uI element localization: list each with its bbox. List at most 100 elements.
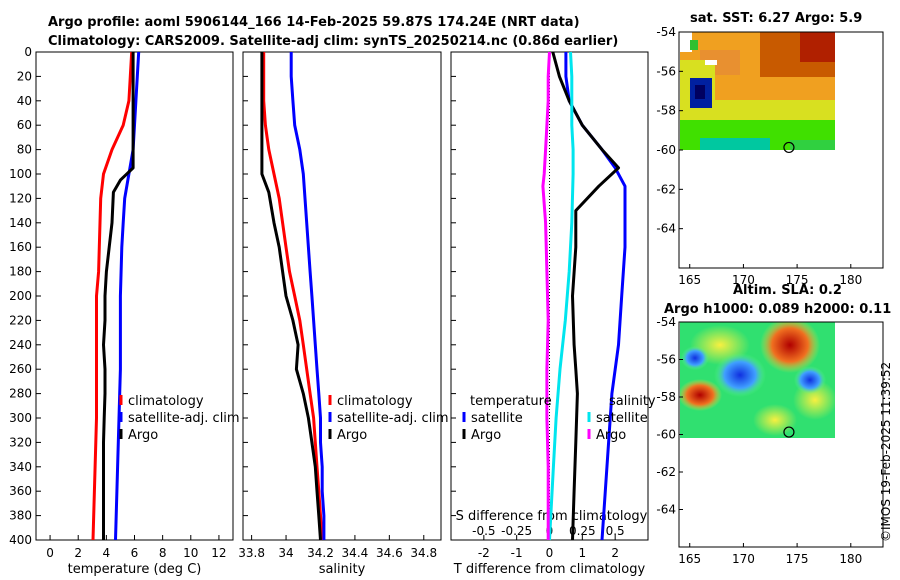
temperature-profile-panel: 0204060801001201401601802002202402602803… bbox=[9, 45, 240, 577]
y-tick-label: 320 bbox=[9, 435, 32, 449]
y-tick-label: 340 bbox=[9, 460, 32, 474]
map-x-tick-label: 170 bbox=[732, 273, 755, 287]
x-tick-label: 12 bbox=[211, 546, 226, 560]
y-tick-label: 100 bbox=[9, 167, 32, 181]
sla-map-axes: -54 -56 -58 -60 -62 -64 165 170 175 180 bbox=[656, 315, 884, 566]
map-y-tick-label: -64 bbox=[656, 503, 676, 517]
y-tick-label: 180 bbox=[9, 265, 32, 279]
series-line-satellite-adj-clim bbox=[289, 52, 326, 540]
map-y-tick-label: -58 bbox=[656, 104, 676, 118]
y-tick-label: 120 bbox=[9, 191, 32, 205]
x-axis-label: T difference from climatology bbox=[453, 562, 646, 577]
x-tick-label: 4 bbox=[103, 546, 111, 560]
copyright-text: ©IMOS 19-Feb-2025 11:39:52 bbox=[879, 362, 893, 542]
y-tick-label: 160 bbox=[9, 240, 32, 254]
y-tick-label: 80 bbox=[17, 143, 32, 157]
x-tick-label: 0 bbox=[546, 546, 554, 560]
x-tick-label: 34.6 bbox=[376, 546, 403, 560]
s-tick-label: 0.5 bbox=[606, 524, 625, 538]
sla-map-subtitle: Argo h1000: 0.089 h2000: 0.11 bbox=[664, 302, 891, 317]
series-line-t-argo bbox=[551, 51, 620, 541]
x-tick-label: 2 bbox=[74, 546, 82, 560]
sst-heatmap bbox=[680, 32, 835, 150]
x-axis-label: salinity bbox=[319, 562, 366, 577]
sst-map-title: sat. SST: 6.27 Argo: 5.9 bbox=[690, 11, 862, 26]
x-tick-label: 0 bbox=[46, 546, 54, 560]
x-tick-label: 2 bbox=[611, 546, 619, 560]
map-x-tick-label: 170 bbox=[732, 552, 755, 566]
main-title-line1: Argo profile: aoml 5906144_166 14-Feb-20… bbox=[48, 15, 580, 30]
map-y-tick-label: -62 bbox=[656, 465, 676, 479]
map-x-tick-label: 165 bbox=[678, 552, 701, 566]
x-tick-label: 8 bbox=[159, 546, 167, 560]
argo-position-marker bbox=[783, 141, 795, 154]
legend-label: satellite bbox=[596, 411, 648, 426]
series-line-s-satellite bbox=[548, 51, 575, 541]
map-y-tick-label: -56 bbox=[656, 353, 676, 367]
legend-label: satellite-adj. clim bbox=[337, 411, 449, 426]
map-y-tick-label: -62 bbox=[656, 182, 676, 196]
legend-label: satellite bbox=[471, 411, 523, 426]
map-y-tick-label: -64 bbox=[656, 222, 676, 236]
legend-label: satellite-adj. clim bbox=[128, 411, 240, 426]
x-tick-label: 34.8 bbox=[410, 546, 437, 560]
series-line-argo bbox=[260, 52, 322, 541]
legend-label: climatology bbox=[128, 394, 204, 409]
map-y-tick-label: -58 bbox=[656, 390, 676, 404]
y-tick-label: 300 bbox=[9, 411, 32, 425]
y-tick-label: 20 bbox=[17, 69, 32, 83]
series-line-s-argo bbox=[541, 51, 551, 540]
series-line-climatology bbox=[91, 51, 134, 541]
sst-map-axes: -54 -56 -58 -60 -62 -64 165 170 175 180 bbox=[656, 25, 884, 287]
sla-heatmap bbox=[680, 322, 835, 438]
map-y-tick-label: -56 bbox=[656, 64, 676, 78]
x-tick-label: 33.8 bbox=[238, 546, 265, 560]
map-y-tick-label: -60 bbox=[656, 428, 676, 442]
legend-label: Argo bbox=[596, 428, 626, 443]
x-tick-label: 34.2 bbox=[307, 546, 334, 560]
map-x-tick-label: 175 bbox=[786, 273, 809, 287]
map-x-tick-label: 175 bbox=[786, 552, 809, 566]
legend-temperature-header: temperature bbox=[470, 394, 552, 409]
map-y-tick-label: -54 bbox=[656, 25, 676, 39]
x-tick-label: 6 bbox=[131, 546, 139, 560]
axes-frame bbox=[242, 51, 442, 541]
map-x-tick-label: 180 bbox=[839, 552, 862, 566]
legend-label: Argo bbox=[128, 428, 158, 443]
argo-position-marker bbox=[783, 426, 795, 438]
map-y-tick-label: -60 bbox=[656, 143, 676, 157]
x-tick-label: 1 bbox=[579, 546, 587, 560]
y-tick-label: 40 bbox=[17, 94, 32, 108]
series-line-satellite-adj-clim bbox=[114, 51, 141, 541]
legend-label: Argo bbox=[337, 428, 367, 443]
series-line-climatology bbox=[262, 52, 324, 541]
map-x-tick-label: 165 bbox=[678, 273, 701, 287]
s-tick-label: 0.25 bbox=[569, 524, 596, 538]
y-tick-label: 400 bbox=[9, 533, 32, 547]
main-title-line2: Climatology: CARS2009. Satellite-adj cli… bbox=[48, 34, 618, 49]
y-tick-label: 200 bbox=[9, 289, 32, 303]
y-tick-label: 60 bbox=[17, 118, 32, 132]
legend-label: climatology bbox=[337, 394, 413, 409]
x-axis-label: temperature (deg C) bbox=[68, 562, 202, 577]
s-tick-label: -0.25 bbox=[501, 524, 532, 538]
y-tick-label: 140 bbox=[9, 216, 32, 230]
y-tick-label: 260 bbox=[9, 362, 32, 376]
x-tick-label: -1 bbox=[511, 546, 523, 560]
s-tick-label: -0.5 bbox=[472, 524, 495, 538]
map-y-tick-label: -54 bbox=[656, 315, 676, 329]
legend-salinity-header: salinity bbox=[609, 394, 656, 409]
y-tick-label: 360 bbox=[9, 484, 32, 498]
x-tick-label: 34.4 bbox=[342, 546, 369, 560]
series-line-argo bbox=[102, 52, 135, 540]
sla-map-title: Altim. SLA: 0.2 bbox=[733, 283, 842, 298]
legend-label: Argo bbox=[471, 428, 501, 443]
x-tick-label: 34 bbox=[278, 546, 293, 560]
y-tick-label: 380 bbox=[9, 509, 32, 523]
y-tick-label: 280 bbox=[9, 387, 32, 401]
x-tick-label: 10 bbox=[183, 546, 198, 560]
map-x-tick-label: 180 bbox=[839, 273, 862, 287]
salinity-profile-panel: 33.8 34 34.2 34.4 34.6 34.8 salinity climatolog… bbox=[238, 51, 449, 577]
